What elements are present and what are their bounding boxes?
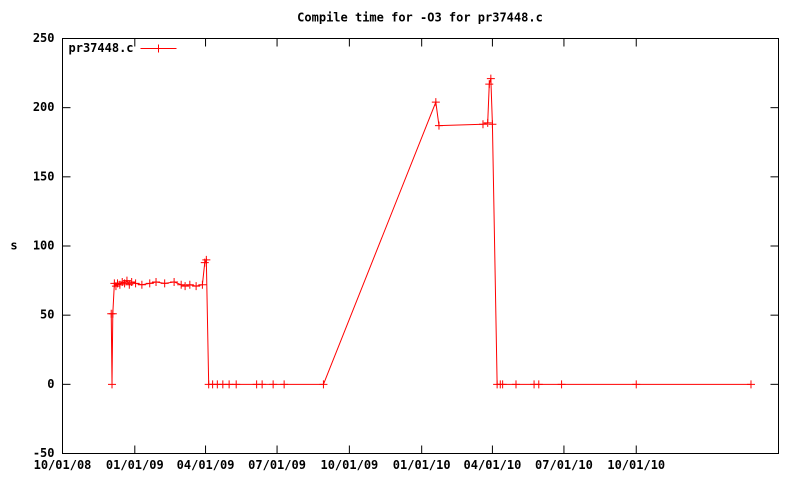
x-tick-label: 04/01/09 [177, 458, 235, 472]
x-tick-label: 10/01/08 [34, 458, 92, 472]
point-marker [131, 279, 140, 288]
point-marker [319, 380, 328, 389]
point-marker [534, 380, 543, 389]
point-marker [198, 280, 207, 289]
point-marker [434, 121, 443, 130]
y-axis-label: s [10, 239, 17, 253]
point-marker [483, 118, 492, 127]
point-marker [122, 276, 131, 285]
point-marker [269, 380, 278, 389]
x-tick-label: 10/01/09 [320, 458, 378, 472]
point-marker [177, 280, 186, 289]
point-marker [181, 282, 190, 291]
chart-title: Compile time for -O3 for pr37448.c [297, 11, 543, 25]
point-marker [202, 255, 211, 264]
point-marker [170, 277, 179, 286]
x-tick-label: 10/01/10 [607, 458, 665, 472]
legend-marker [154, 44, 163, 53]
y-tick-label: 200 [33, 100, 55, 114]
x-tick-label: 07/01/10 [535, 458, 593, 472]
point-marker [108, 309, 117, 318]
x-tick-label: 04/01/10 [464, 458, 522, 472]
point-marker [511, 380, 520, 389]
y-tick-label: -50 [33, 446, 55, 460]
point-marker [746, 380, 755, 389]
point-marker [192, 282, 201, 291]
y-tick-label: 0 [47, 377, 54, 391]
point-marker [557, 380, 566, 389]
y-tick-label: 100 [33, 239, 55, 253]
point-marker [152, 277, 161, 286]
x-tick-label: 01/01/09 [106, 458, 164, 472]
point-marker [486, 74, 495, 83]
point-marker [108, 380, 117, 389]
point-marker [488, 120, 497, 129]
point-marker [185, 280, 194, 289]
point-marker [127, 277, 136, 286]
x-tick-label: 07/01/09 [248, 458, 306, 472]
point-marker [632, 380, 641, 389]
point-marker [431, 98, 440, 107]
y-tick-label: 150 [33, 169, 55, 183]
y-tick-label: 250 [33, 31, 55, 45]
point-marker [258, 380, 267, 389]
point-marker [498, 380, 507, 389]
point-marker [137, 280, 146, 289]
x-tick-label: 01/01/10 [393, 458, 451, 472]
point-marker [485, 80, 494, 89]
point-marker [478, 120, 487, 129]
point-marker [280, 380, 289, 389]
y-tick-label: 50 [40, 308, 54, 322]
point-marker [145, 279, 154, 288]
point-marker [160, 279, 169, 288]
point-marker [232, 380, 241, 389]
point-marker [225, 380, 234, 389]
legend-label: pr37448.c [69, 41, 134, 55]
